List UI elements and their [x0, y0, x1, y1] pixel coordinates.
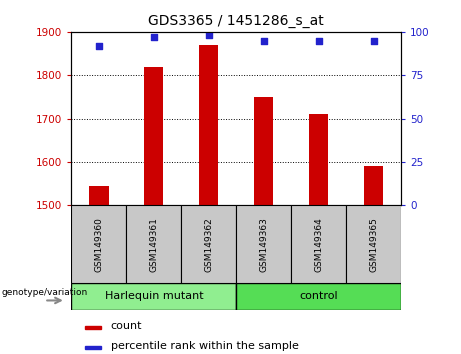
Bar: [309, 114, 328, 205]
Text: GSM149365: GSM149365: [369, 217, 378, 272]
Point: [260, 38, 267, 43]
Text: percentile rank within the sample: percentile rank within the sample: [111, 341, 299, 351]
Text: Harlequin mutant: Harlequin mutant: [105, 291, 203, 302]
Bar: [236, 205, 291, 283]
Bar: [236, 283, 401, 310]
Bar: [181, 205, 236, 283]
Point: [315, 38, 322, 43]
Text: GSM149363: GSM149363: [259, 217, 268, 272]
Bar: [126, 205, 181, 283]
Text: control: control: [299, 291, 338, 302]
Bar: [291, 205, 346, 283]
Bar: [364, 166, 383, 205]
Point: [150, 34, 158, 40]
Text: GSM149362: GSM149362: [204, 217, 213, 272]
Title: GDS3365 / 1451286_s_at: GDS3365 / 1451286_s_at: [148, 14, 324, 28]
Point: [205, 33, 213, 38]
Text: count: count: [111, 321, 142, 331]
Bar: [89, 186, 108, 205]
Bar: [85, 346, 101, 349]
Text: genotype/variation: genotype/variation: [1, 288, 88, 297]
Text: GSM149360: GSM149360: [95, 217, 103, 272]
Point: [95, 43, 103, 48]
Bar: [346, 205, 401, 283]
Bar: [144, 67, 164, 205]
Bar: [71, 283, 236, 310]
Text: GSM149361: GSM149361: [149, 217, 159, 272]
Bar: [71, 205, 126, 283]
Text: GSM149364: GSM149364: [314, 217, 323, 272]
Point: [370, 38, 377, 43]
Bar: [85, 326, 101, 329]
Bar: [254, 97, 273, 205]
Bar: [199, 45, 219, 205]
